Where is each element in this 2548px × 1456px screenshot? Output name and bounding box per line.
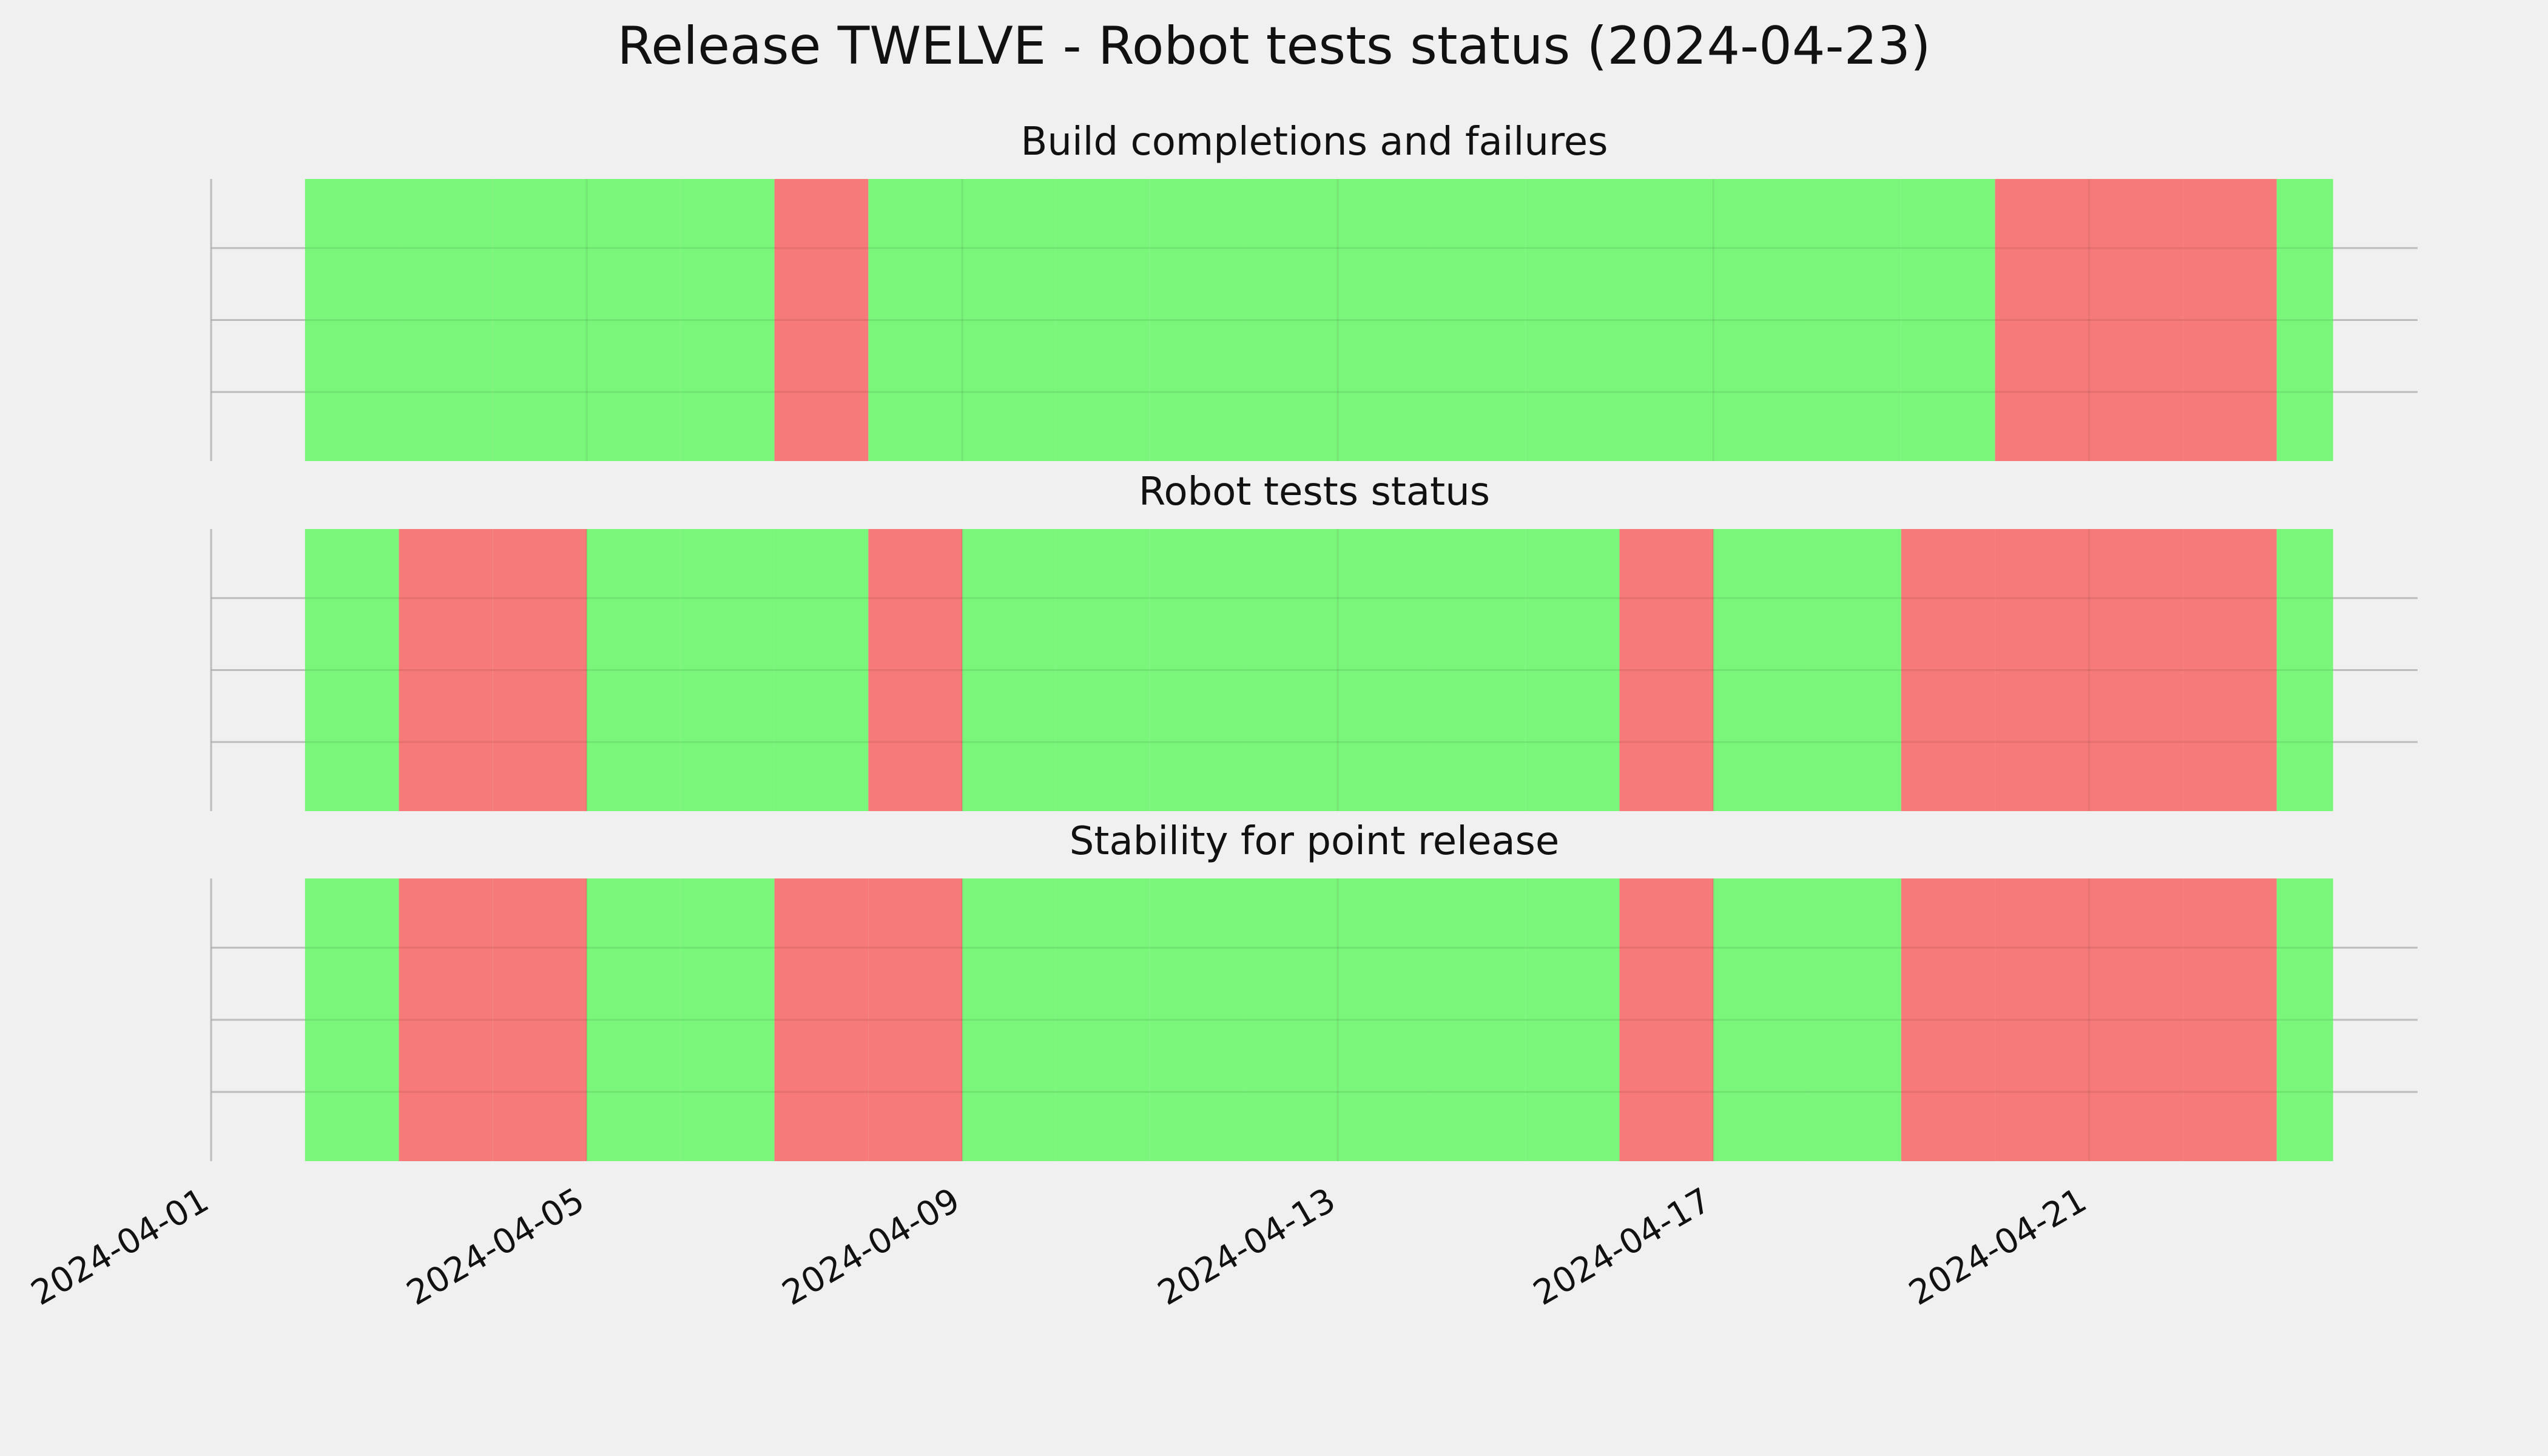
status-bar-pass	[1807, 529, 1901, 811]
status-bar-fail	[493, 529, 587, 811]
status-bar-pass	[1901, 179, 1995, 461]
status-bar-fail	[1619, 878, 1714, 1161]
status-bar-pass	[399, 179, 493, 461]
status-bar-pass	[1338, 529, 1432, 811]
status-bar-fail	[868, 878, 963, 1161]
status-bar-fail	[2089, 179, 2183, 461]
status-bar-pass	[868, 179, 963, 461]
status-bar-fail	[2089, 529, 2183, 811]
status-bar-pass	[1056, 529, 1150, 811]
status-bar-pass	[1244, 179, 1338, 461]
status-bar-fail	[2183, 179, 2277, 461]
panel-1: Build completions and failures	[210, 120, 2418, 461]
status-bar-pass	[1338, 878, 1432, 1161]
panels-layer: Build completions and failures Robot test…	[210, 120, 2418, 1161]
status-bar-pass	[1338, 179, 1432, 461]
status-bar-fail	[2089, 878, 2183, 1161]
status-bar-fail	[2183, 529, 2277, 811]
status-bar-pass	[1431, 529, 1526, 811]
status-bar-pass	[962, 179, 1056, 461]
status-bar-fail	[2183, 878, 2277, 1161]
status-bar-fail	[774, 179, 869, 461]
status-bar-pass	[1713, 878, 1808, 1161]
status-bar-pass	[680, 529, 775, 811]
status-bar-fail	[1995, 179, 2089, 461]
status-bar-pass	[1807, 878, 1901, 1161]
status-bar-pass	[305, 179, 399, 461]
status-bar-pass	[962, 529, 1056, 811]
status-bar-pass	[2276, 179, 2333, 461]
status-bar-pass	[1150, 529, 1244, 811]
status-bar-pass	[1431, 179, 1526, 461]
status-bar-pass	[962, 878, 1056, 1161]
panel-title: Stability for point release	[1070, 819, 1560, 864]
status-bar-fail	[1901, 878, 1995, 1161]
status-bar-pass	[1056, 179, 1150, 461]
status-bar-fail	[1901, 529, 1995, 811]
status-bar-pass	[587, 179, 681, 461]
status-bar-pass	[1713, 529, 1808, 811]
panel-title: Robot tests status	[1139, 470, 1490, 514]
status-bar-pass	[587, 529, 681, 811]
status-bar-pass	[493, 179, 587, 461]
status-bar-fail	[399, 878, 493, 1161]
panel-title: Build completions and failures	[1021, 120, 1608, 164]
status-bar-pass	[1619, 179, 1714, 461]
status-bar-fail	[399, 529, 493, 811]
status-bar-pass	[1525, 878, 1620, 1161]
status-bar-pass	[1525, 179, 1620, 461]
status-bar-pass	[1431, 878, 1526, 1161]
panel-3: Stability for point release	[210, 819, 2418, 1161]
status-bar-pass	[305, 878, 399, 1161]
status-bar-pass	[680, 179, 775, 461]
status-bar-pass	[2276, 529, 2333, 811]
status-bar-pass	[305, 529, 399, 811]
panel-2: Robot tests status	[210, 470, 2418, 811]
status-bar-pass	[587, 878, 681, 1161]
status-bar-fail	[868, 529, 963, 811]
status-bar-fail	[1995, 878, 2089, 1161]
status-bar-fail	[493, 878, 587, 1161]
status-bar-fail	[774, 878, 869, 1161]
status-bar-pass	[1807, 179, 1901, 461]
status-bar-pass	[1244, 878, 1338, 1161]
status-bar-fail	[1619, 529, 1714, 811]
status-bar-pass	[1525, 529, 1620, 811]
status-bar-pass	[2276, 878, 2333, 1161]
status-bar-pass	[1150, 878, 1244, 1161]
status-bar-pass	[680, 878, 775, 1161]
status-bar-fail	[1995, 529, 2089, 811]
status-bar-pass	[1150, 179, 1244, 461]
status-bar-pass	[1244, 529, 1338, 811]
chart-title: Release TWELVE - Robot tests status (202…	[617, 16, 1930, 76]
status-bar-pass	[774, 529, 869, 811]
status-bar-pass	[1056, 878, 1150, 1161]
status-bar-pass	[1713, 179, 1808, 461]
